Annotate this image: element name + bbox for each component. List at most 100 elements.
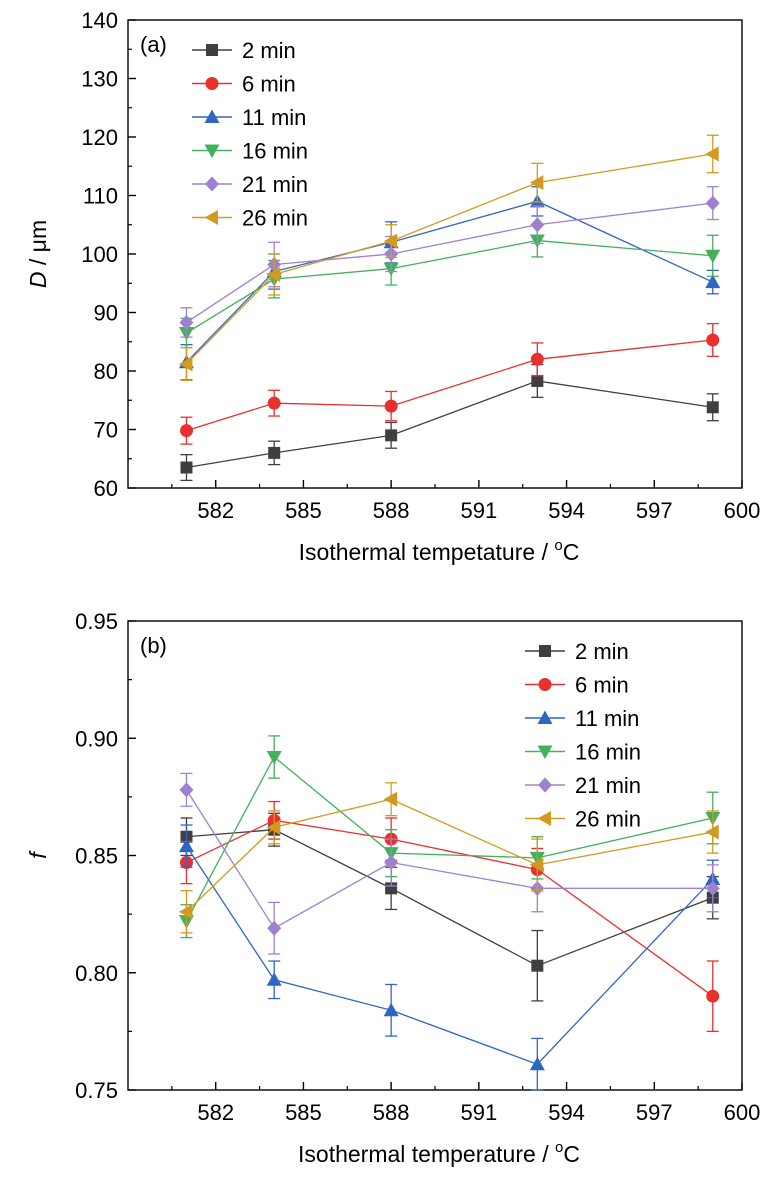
- panel-b-ylabel: f: [25, 850, 51, 859]
- panel-b-xtick-label: 585: [285, 1100, 322, 1125]
- panel-a-series-line: [186, 380, 713, 469]
- panel-a-data-point: [384, 399, 398, 413]
- panel-a-data-point: [267, 396, 281, 410]
- panel-a-legend-marker: [204, 210, 218, 225]
- panel-a-ytick-label: 110: [83, 184, 118, 209]
- panel-a-legend-marker: [205, 176, 219, 192]
- panel-b-panel-label: (b): [140, 633, 167, 658]
- panel-b-xtick-label: 600: [724, 1100, 761, 1125]
- panel-a-data-point: [179, 424, 193, 438]
- panel-a-data-point: [179, 314, 194, 330]
- panel-a-series-line: [186, 339, 713, 432]
- panel-a-data-point: [178, 356, 193, 372]
- panel-b-legend-label: 26 min: [575, 807, 641, 832]
- panel-a-xtick-label: 585: [285, 498, 322, 523]
- panel-a-data-point: [706, 333, 720, 347]
- panel-b-data-point: [385, 882, 398, 895]
- panel-b-data-point: [529, 1056, 545, 1071]
- panel-a-legend-label: 26 min: [242, 206, 308, 231]
- panel-a-ytick-label: 60: [94, 476, 118, 501]
- panel-a-data-point: [266, 266, 281, 282]
- panel-a-ytick-label: 70: [94, 418, 118, 443]
- panel-a-data-point: [706, 401, 719, 414]
- panel-b-legend-marker: [537, 745, 553, 759]
- panel-a-legend-marker: [204, 144, 220, 158]
- panel-b-ytick-label: 0.95: [75, 609, 118, 634]
- panel-a-ytick-label: 140: [81, 8, 118, 33]
- panel-b-data-point: [531, 959, 544, 972]
- panel-b-xlabel: Isothermal temperature / oC: [298, 1139, 580, 1167]
- panel-b-data-point: [178, 838, 194, 853]
- panel-b-series-line: [186, 829, 713, 967]
- panel-a-xtick-label: 582: [197, 498, 234, 523]
- panel-a-legend: 2 min 6 min 11 min 16 min 21 min 26 min: [192, 38, 308, 231]
- panel-b-legend-marker: [539, 645, 551, 657]
- panel-a-series-2-min: [180, 363, 719, 482]
- panel-b-series-6-min: [179, 800, 720, 1033]
- panel-a-legend-label: 6 min: [242, 72, 296, 97]
- panel-a-data-point: [268, 446, 281, 459]
- panel-b-legend-marker: [538, 678, 552, 691]
- panel-b-data-point: [267, 920, 282, 936]
- panel-a-ylabel: D / μm: [25, 220, 51, 288]
- panel-b-data-point: [706, 989, 720, 1003]
- panel-a-data-point: [180, 461, 193, 474]
- panel-a-panel-label: (a): [140, 32, 167, 57]
- panel-b-ytick-label: 0.85: [75, 844, 118, 869]
- panel-b-data-point: [705, 824, 719, 840]
- panel-a-data-point: [530, 217, 545, 233]
- panel-b-legend-label: 11 min: [575, 706, 639, 731]
- panel-b-legend-label: 21 min: [575, 773, 641, 798]
- panel-a-data-point: [705, 274, 721, 289]
- panel-b-ytick-label: 0.80: [75, 961, 118, 986]
- panel-a-frame: [127, 19, 743, 489]
- panel-a-xtick-label: 600: [724, 498, 761, 523]
- panel-a-data-point: [385, 429, 398, 442]
- panel-b-series-11-min: [178, 824, 721, 1091]
- panel-a-ytick-label: 120: [81, 125, 118, 150]
- panel-b-series-26-min: [178, 782, 719, 934]
- panel-a-data-point: [705, 249, 721, 264]
- panel-b-legend-marker: [537, 811, 551, 826]
- panel-a-data-point: [383, 233, 398, 249]
- panel-b-data-point: [266, 819, 281, 835]
- panel-b-data-point: [383, 1002, 399, 1017]
- panel-b-frame: [127, 620, 743, 1091]
- panel-a-data-point: [705, 146, 719, 162]
- panel-a-data-point: [530, 352, 544, 366]
- panel-b-series-16-min: [178, 735, 721, 939]
- panel-b: 582 585 588 591 594 597 600 0.75 0.80 0.85 0.90 0.9…: [25, 609, 760, 1167]
- panel-b-xtick-label: 597: [636, 1100, 673, 1125]
- panel-a-legend-marker: [206, 44, 218, 56]
- panel-a-xtick-label: 588: [373, 498, 410, 523]
- panel-a-data-point: [531, 374, 544, 387]
- panel-a-legend-label: 2 min: [242, 38, 296, 63]
- panel-b-data-point: [266, 972, 282, 986]
- panel-b-xtick-label: 588: [373, 1100, 410, 1125]
- panel-a-data-point: [705, 195, 720, 211]
- panel-b-data-point: [529, 857, 544, 873]
- panel-a-xtick-label: 597: [636, 498, 673, 523]
- panel-b-ytick-label: 0.90: [75, 726, 118, 751]
- panel-b-data-point: [266, 751, 282, 765]
- panel-a-ytick-label: 90: [94, 301, 118, 326]
- panel-a-xtick-label: 591: [460, 498, 497, 523]
- panel-b-data-point: [384, 855, 399, 871]
- panel-a-xlabel: Isothermal tempetature / oC: [299, 537, 580, 565]
- panel-a: 582 585 588 591 594 597 600 60 70 80 90 100 110 120 13…: [25, 8, 760, 565]
- panel-a-series-6-min: [179, 322, 720, 445]
- panel-a-legend-marker: [205, 77, 219, 90]
- panel-a-legend-label: 21 min: [242, 172, 308, 197]
- panel-b-data-point: [178, 904, 193, 920]
- panel-a-series-26-min: [178, 134, 719, 382]
- panel-a-ytick-label: 130: [81, 67, 118, 92]
- panel-b-series-line: [185, 845, 714, 1065]
- panel-a-data-point: [529, 175, 544, 191]
- panel-b-legend-label: 6 min: [575, 673, 629, 698]
- panel-a-legend-marker: [204, 109, 220, 123]
- panel-b-data-point: [383, 791, 398, 807]
- panel-b-ytick-label: 0.75: [75, 1078, 118, 1103]
- panel-b-data-point: [705, 880, 720, 896]
